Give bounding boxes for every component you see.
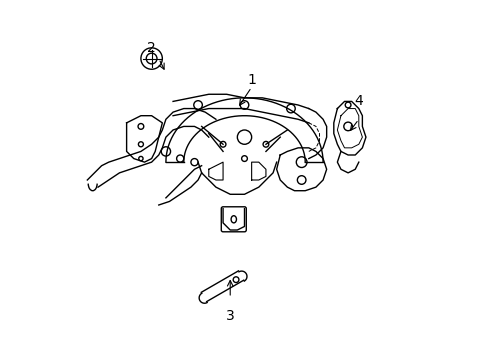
Text: 3: 3	[225, 309, 234, 323]
Text: 4: 4	[354, 94, 363, 108]
Text: 1: 1	[247, 73, 256, 87]
Text: 2: 2	[147, 41, 156, 55]
